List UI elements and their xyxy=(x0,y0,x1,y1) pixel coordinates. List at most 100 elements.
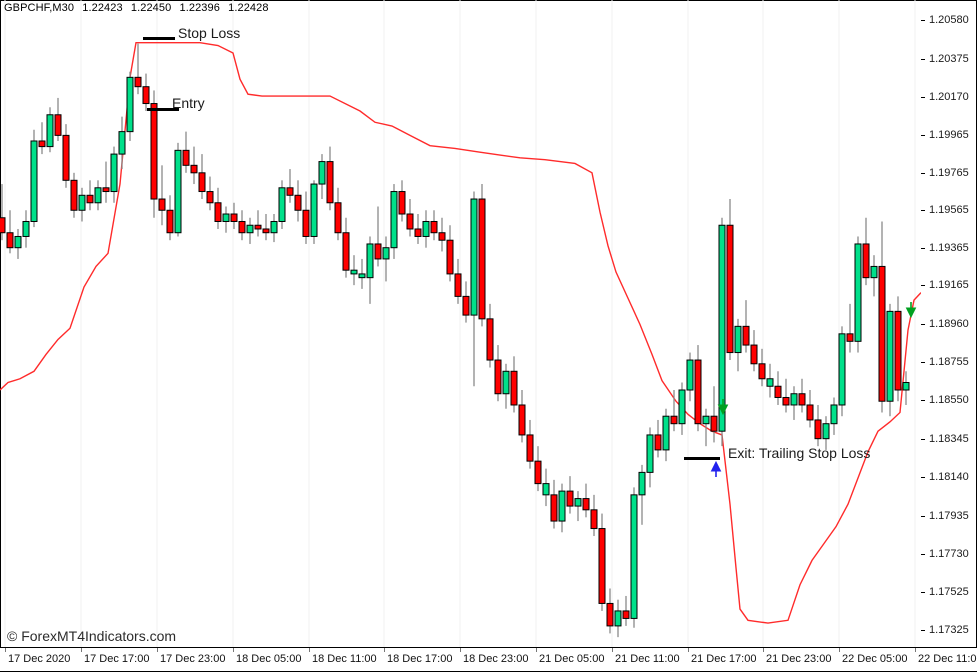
candle-body xyxy=(670,415,678,425)
candle xyxy=(542,468,550,507)
candle xyxy=(462,281,470,323)
candle xyxy=(750,330,758,372)
price-axis-label: 1.17325 xyxy=(929,623,969,636)
candle xyxy=(358,258,366,289)
candle xyxy=(766,363,774,398)
candle xyxy=(686,352,694,402)
candle xyxy=(406,199,414,237)
candle xyxy=(78,187,86,222)
price-tick xyxy=(921,400,925,402)
candle xyxy=(822,416,830,450)
candle-body xyxy=(678,389,686,425)
candle xyxy=(734,318,742,372)
price-axis-label: 1.18345 xyxy=(929,432,969,445)
candle xyxy=(486,303,494,368)
candle xyxy=(230,202,238,229)
candle xyxy=(326,146,334,211)
candle xyxy=(62,124,70,188)
candle-body xyxy=(22,220,30,237)
candle xyxy=(798,378,806,413)
candle xyxy=(110,146,118,203)
candle xyxy=(550,479,558,529)
candle xyxy=(86,180,94,211)
candle-body xyxy=(486,318,494,361)
candle xyxy=(646,427,654,488)
candle-body xyxy=(326,161,334,204)
candle-body xyxy=(14,235,22,249)
candle-body xyxy=(294,194,302,211)
time-axis-label: 22 Dec 05:00 xyxy=(842,653,908,665)
candle-body xyxy=(374,243,382,260)
candle-body xyxy=(702,415,710,425)
candlestick-canvas xyxy=(0,0,922,648)
candle xyxy=(534,446,542,492)
candle xyxy=(142,73,150,112)
candle-body xyxy=(230,213,238,222)
candle-body xyxy=(214,202,222,222)
ohlc-open: 1.22423 xyxy=(82,2,123,14)
candle-body xyxy=(254,224,262,230)
exit-level-line xyxy=(684,457,720,460)
price-axis-label: 1.17525 xyxy=(929,586,969,599)
candle-body xyxy=(766,378,774,387)
candle xyxy=(742,300,750,353)
exit-label: Exit: Trailing Stop Loss xyxy=(728,445,871,461)
price-axis-label: 1.19965 xyxy=(929,129,969,142)
time-tick xyxy=(536,648,537,652)
price-axis-label: 1.20375 xyxy=(929,52,969,65)
candle-body xyxy=(334,202,342,234)
candle-body xyxy=(838,333,846,406)
candle xyxy=(6,210,14,254)
candle xyxy=(518,390,526,443)
candle-body xyxy=(182,149,190,166)
candle-body xyxy=(566,490,574,507)
time-axis[interactable]: 17 Dec 2020 17 Dec 17:00 17 Dec 23:00 18 De… xyxy=(0,647,977,672)
candle xyxy=(214,187,222,229)
candle-body xyxy=(686,359,694,391)
candle-body xyxy=(830,404,838,425)
candle-body xyxy=(854,243,862,342)
candle-body xyxy=(414,228,422,237)
candle-body xyxy=(502,370,510,395)
candle xyxy=(126,71,134,141)
time-tick xyxy=(384,648,385,652)
time-tick xyxy=(612,648,613,652)
candle-body xyxy=(758,363,766,380)
candle-body xyxy=(78,194,86,211)
candle-body xyxy=(526,434,534,462)
time-tick xyxy=(460,648,461,652)
candle xyxy=(30,129,38,228)
candle xyxy=(382,236,390,282)
candle-body xyxy=(806,404,814,421)
candle xyxy=(334,187,342,241)
price-axis[interactable]: 1.20580 1.20375 1.20170 1.19965 1.19765 1.195… xyxy=(921,0,977,648)
candle-body xyxy=(790,393,798,406)
watermark-credit: © ForexMT4Indicators.com xyxy=(7,628,177,644)
candle xyxy=(654,419,662,458)
price-axis-label: 1.19565 xyxy=(929,204,969,217)
candle-body xyxy=(470,198,478,316)
candle-body xyxy=(86,194,94,204)
candle xyxy=(678,382,686,435)
candle-body xyxy=(110,153,118,193)
time-axis-label: 18 Dec 05:00 xyxy=(236,653,302,665)
candle-body xyxy=(286,187,294,196)
price-axis-label: 1.19365 xyxy=(929,241,969,254)
candle-body xyxy=(382,247,390,260)
candle-body xyxy=(438,232,446,241)
candle xyxy=(886,303,894,417)
time-axis-label: 17 Dec 23:00 xyxy=(160,653,226,665)
price-axis-label: 1.17935 xyxy=(929,509,969,522)
time-tick xyxy=(309,648,310,652)
candle-body xyxy=(150,103,158,200)
price-tick xyxy=(921,285,925,287)
candle xyxy=(590,494,598,537)
candle xyxy=(694,345,702,432)
candle xyxy=(574,491,582,522)
price-tick xyxy=(921,97,925,98)
candle-body xyxy=(558,490,566,522)
candle-body xyxy=(246,224,254,234)
time-axis-label: 21 Dec 05:00 xyxy=(539,653,605,665)
candle-body xyxy=(622,610,630,619)
candle-body xyxy=(590,509,598,530)
